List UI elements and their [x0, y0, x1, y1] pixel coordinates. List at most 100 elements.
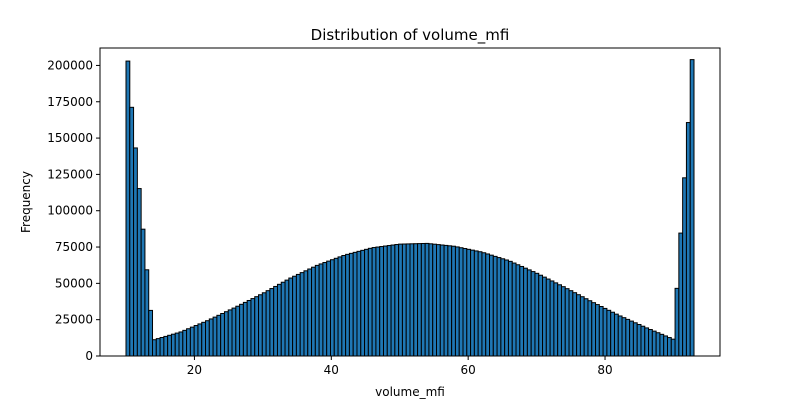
histogram-bar	[644, 327, 650, 357]
histogram-bar	[413, 243, 419, 357]
histogram-bar	[549, 280, 555, 357]
histogram-bar	[689, 59, 695, 357]
histogram-bar	[515, 264, 521, 357]
histogram-bar	[322, 262, 328, 357]
histogram-bar	[470, 249, 475, 357]
histogram-bar	[341, 254, 347, 357]
histogram-bar	[553, 282, 559, 357]
histogram-bar	[155, 338, 161, 357]
histogram-bar	[227, 309, 233, 357]
histogram-bar	[424, 242, 430, 357]
histogram-bar	[235, 305, 241, 357]
histogram-bar	[394, 244, 400, 357]
histogram-bar	[568, 290, 574, 357]
y-tick-label: 150000	[47, 131, 93, 145]
histogram-bar	[152, 339, 157, 357]
histogram-bar	[557, 284, 562, 357]
histogram-bar	[659, 333, 665, 357]
histogram-bar	[485, 253, 491, 357]
histogram-bar	[239, 303, 244, 357]
histogram-bar	[420, 243, 426, 357]
histogram-bar	[246, 299, 252, 357]
histogram-bar	[242, 301, 248, 357]
histogram-bar	[500, 258, 506, 357]
histogram-bar	[617, 315, 623, 357]
y-axis: 0 25000 50000 75000 100000 125000 150000 175000…	[47, 58, 100, 363]
histogram-bar	[208, 318, 214, 357]
histogram-bar	[560, 286, 566, 357]
y-tick-label: 25000	[55, 313, 93, 327]
x-axis-label: volume_mfi	[375, 385, 445, 399]
histogram-bar	[140, 228, 146, 357]
histogram-bar	[492, 255, 498, 357]
histogram-bar	[417, 243, 422, 357]
histogram-bar	[205, 320, 210, 357]
histogram-bar	[133, 147, 138, 357]
histogram-bar	[579, 296, 585, 357]
y-tick-label: 125000	[47, 167, 93, 181]
histogram-bar	[576, 294, 581, 357]
histogram-bar	[670, 338, 676, 357]
plot-frame	[99, 47, 721, 357]
histogram-bar	[284, 279, 290, 357]
y-tick-label: 175000	[47, 95, 93, 109]
histogram-bar	[303, 270, 309, 357]
histogram-bar	[489, 254, 494, 357]
histogram-bar	[504, 259, 509, 357]
histogram-bar	[602, 307, 608, 357]
histogram-bar	[254, 296, 260, 357]
histogram-bar	[519, 265, 525, 357]
histogram-bar	[364, 248, 369, 357]
histogram-bar	[273, 285, 278, 357]
histogram-bar	[409, 243, 415, 357]
histogram-bar	[666, 337, 672, 357]
histogram-bar	[538, 274, 544, 357]
histogram-bar	[534, 272, 540, 357]
histogram-bar	[405, 243, 411, 357]
histogram-bar	[454, 246, 460, 357]
histogram-bar	[481, 252, 487, 357]
histogram-bar	[432, 243, 438, 357]
y-tick-label: 50000	[55, 276, 93, 290]
histogram-bar	[348, 252, 354, 357]
histogram-bar	[451, 245, 456, 357]
histogram-bar	[632, 322, 638, 357]
histogram-bar	[458, 247, 464, 357]
histogram-bar	[182, 329, 188, 357]
histogram-bar	[382, 245, 388, 357]
histogram-bar	[269, 288, 275, 357]
histogram-bar	[299, 272, 305, 357]
histogram-bar	[685, 122, 691, 357]
histogram-bar	[386, 245, 392, 357]
histogram-bar	[280, 281, 286, 357]
x-tick-label: 80	[597, 363, 612, 377]
histogram-bar	[595, 304, 600, 357]
histogram-bar	[496, 257, 502, 357]
histogram-bar	[288, 277, 294, 357]
histogram-bar	[201, 321, 207, 357]
histogram-bar	[473, 250, 479, 357]
histogram-bar	[648, 329, 653, 357]
histogram-bar	[651, 330, 657, 357]
histogram-bar	[375, 246, 381, 357]
histogram-bar	[572, 292, 578, 357]
histogram-bar	[511, 262, 517, 357]
histogram-bar	[598, 305, 604, 357]
histogram-bar	[591, 302, 597, 357]
y-tick-label: 100000	[47, 204, 93, 218]
histogram-bar	[621, 317, 627, 357]
y-tick-label: 75000	[55, 240, 93, 254]
histogram-bar	[136, 188, 142, 357]
histogram-bar	[401, 243, 407, 357]
histogram-bar	[261, 292, 267, 357]
histogram-bar	[144, 269, 150, 357]
histogram-bar	[311, 266, 316, 357]
histogram-bar	[655, 332, 661, 357]
histogram-bar	[613, 313, 619, 357]
histogram-bar	[178, 331, 184, 357]
histogram-bar	[329, 259, 335, 357]
histogram-bar	[436, 244, 441, 357]
histogram-bar	[231, 307, 237, 357]
histogram-bar	[212, 316, 218, 357]
